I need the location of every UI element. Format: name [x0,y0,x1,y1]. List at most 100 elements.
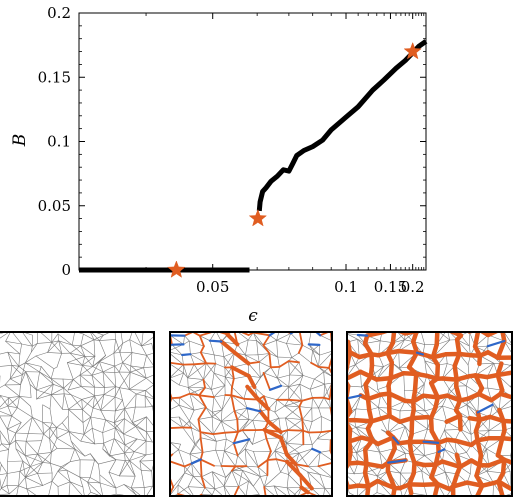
network-edge [277,356,280,368]
network-edge [202,449,216,453]
network-edge [16,497,30,499]
network-edge [266,458,278,461]
network-edge [92,366,104,373]
network-edge [15,440,17,450]
network-edge [47,341,53,353]
network-edge [319,474,326,489]
network-edge [284,399,289,407]
network-edge [134,440,147,453]
network-edge [444,471,450,490]
panel-frame [346,331,513,497]
network-edge [63,379,74,389]
network-edge [177,472,185,486]
network-edge [170,442,181,445]
network-edge [7,415,12,430]
network-edge [452,438,474,448]
network-edge [211,409,223,418]
network-edge [84,453,91,457]
network-edge [301,419,310,433]
network-edge [43,427,51,435]
network-edge [0,431,2,445]
network-edge [362,447,369,467]
network-edge [66,469,81,478]
network-edge [270,366,278,379]
network-edge [63,387,72,395]
network-edge [221,394,226,411]
network-edge [134,451,147,456]
network-edge [170,344,173,349]
network-edge [412,371,419,393]
network-edge [323,397,331,409]
network-edge [17,396,20,409]
network-edge [50,378,65,389]
network-edge [349,395,362,412]
network-edge [27,416,33,434]
network-edge [221,450,225,467]
network-edge [198,332,216,337]
network-edge [123,484,132,489]
network-edge [80,386,95,388]
network-edge [313,371,325,380]
network-edge [29,453,38,467]
network-edge [307,471,321,475]
network-edge [0,449,9,452]
network-edge [379,451,383,468]
network-edge [83,333,95,341]
x-axis-label: ϵ [248,306,258,326]
network-edge [313,378,325,385]
network-edge [15,440,27,442]
network-edge [189,393,195,411]
network-edge [18,476,26,487]
network-edge [469,417,472,435]
panel-network [0,332,154,499]
network-edge [21,332,33,347]
network-edge [92,427,96,445]
network-edge [307,471,326,489]
network-edge [450,480,470,489]
network-edge [492,482,494,496]
network-edge [203,379,212,390]
network-edge [226,438,235,444]
network-edge [212,396,215,413]
network-edge [130,487,142,496]
network-edge [503,332,512,345]
network-edge [51,480,59,487]
network-edge [123,433,138,440]
network-edge [71,332,75,346]
network-edge [25,476,28,490]
network-edge [50,378,54,385]
network-edge [178,404,195,411]
network-edge [124,452,126,461]
network-edge [409,415,415,437]
network-edge [124,438,138,454]
network-edge [171,344,183,356]
network-edge [486,339,506,348]
network-edge [24,355,37,364]
network-edge [387,426,406,433]
network-edge [266,419,283,434]
network-edge [286,429,305,432]
network-edge [189,387,206,395]
network-edge [467,398,479,413]
network-edge [263,486,276,496]
network-edge [464,480,485,488]
network-edge [50,394,63,410]
network-edge [178,397,180,406]
network-edge [199,451,204,461]
network-panel-left [0,331,155,499]
network-edge [252,332,271,337]
network-edge [102,365,115,373]
network-edge [71,344,81,347]
network-edge [486,457,507,468]
network-edge [398,350,400,369]
network-edge [141,343,152,347]
network-edge [144,395,153,407]
network-edge [51,333,59,343]
network-edge [122,362,131,373]
network-edge [81,395,95,400]
network-edge [20,371,27,386]
network-edge [268,352,272,369]
network-edge [286,343,293,358]
network-edge [0,487,2,491]
network-edge [9,364,13,380]
